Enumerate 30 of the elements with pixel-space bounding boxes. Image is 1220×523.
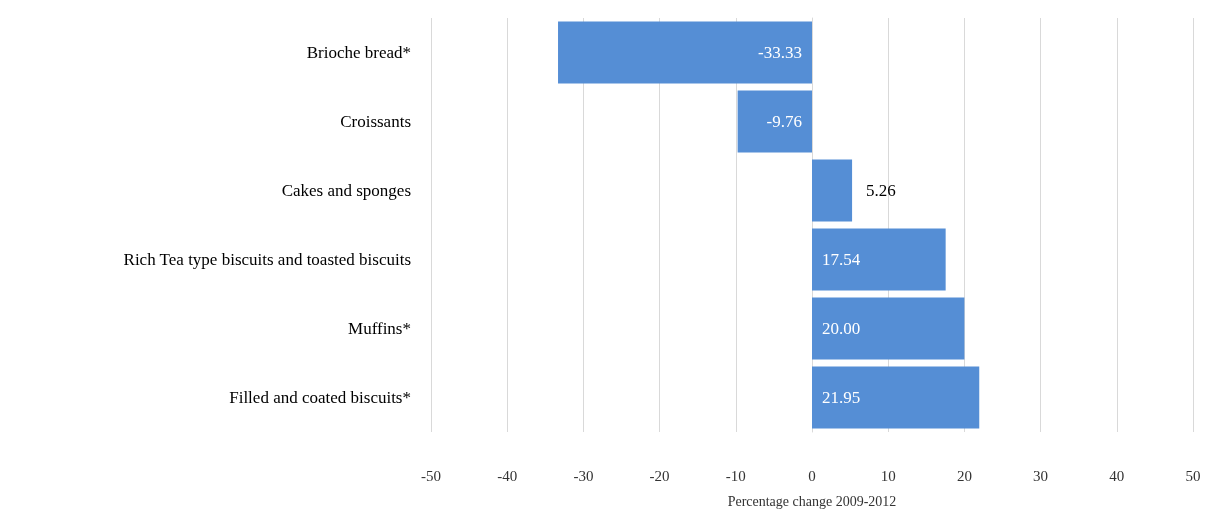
y-tick-label: Muffins* [348,319,411,338]
x-axis-title: Percentage change 2009-2012 [727,493,897,509]
x-tick-label: 40 [1109,467,1125,484]
data-label: 20.00 [822,319,861,338]
y-tick-label: Filled and coated biscuits* [229,388,411,407]
x-tick-label: -40 [497,467,518,484]
bar [812,159,853,222]
x-tick-label: 50 [1185,467,1201,484]
x-tick-label: 30 [1033,467,1049,484]
x-tick-label: 10 [880,467,896,484]
bar [558,21,812,84]
y-tick-label: Brioche bread* [306,43,411,62]
bar [812,366,980,429]
bar [812,228,946,291]
y-tick-label: Croissants [340,112,411,131]
data-label: -33.33 [758,43,802,62]
data-label: 5.26 [866,181,896,200]
y-tick-label: Rich Tea type biscuits and toasted biscuits [123,250,411,269]
x-tick-label: 0 [808,467,816,484]
x-tick-label: -50 [421,467,441,484]
x-tick-label: -30 [573,467,594,484]
bar [737,90,812,153]
data-label: 17.54 [822,250,861,269]
data-label: -9.76 [766,112,802,131]
bar [812,297,965,360]
y-tick-label: Cakes and sponges [281,181,411,200]
x-tick-label: -20 [649,467,670,484]
x-tick-label: -10 [725,467,746,484]
data-label: 21.95 [822,388,861,407]
x-tick-label: 20 [956,467,972,484]
